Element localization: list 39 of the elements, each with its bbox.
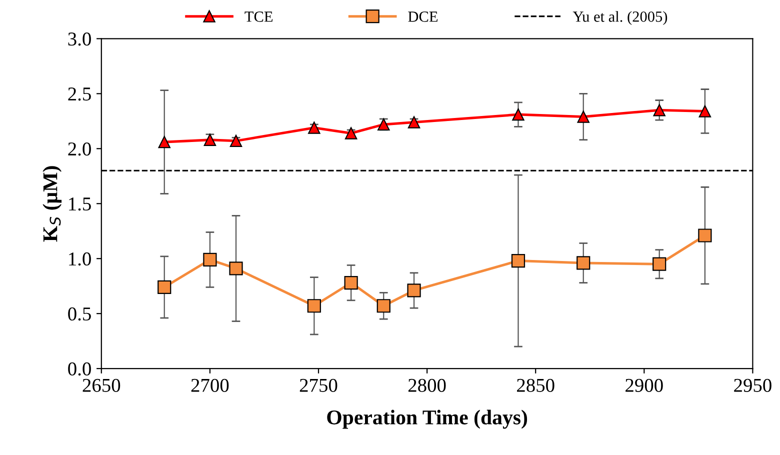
x-tick-label: 2650 [82,378,120,392]
x-tick-label: 2950 [734,378,772,392]
y-tick-label: 3.0 [68,32,91,46]
point [344,276,358,290]
y-tick-label: 1.0 [69,252,91,266]
point [229,262,243,276]
x-axis-title: Operation Time (days) [327,410,528,429]
point [230,134,242,148]
y-tick-label: 0.0 [68,362,91,376]
point [203,252,217,266]
point [652,257,666,271]
point [158,136,170,148]
point [376,299,390,313]
x-tick-label: 2750 [300,378,338,392]
legend-label: TCE [244,12,273,22]
x-tick-label: 2800 [408,378,446,392]
point [344,127,358,140]
point [511,254,526,268]
point [653,104,666,116]
point [408,116,420,128]
point [577,110,590,123]
point [512,108,524,121]
y-axis-title: K$_{S}$ (μM) [42,166,62,242]
point [698,105,712,118]
point [698,228,712,242]
y-tick-label: 2.0 [68,142,91,156]
x-tick-label: 2700 [191,378,229,392]
y-tick-label: 2.5 [68,88,91,101]
point [407,284,421,298]
x-tick-label: 2900 [626,378,663,392]
y-tick-label: 0.5 [68,307,91,321]
legend-label: DCE [408,12,438,22]
y-tick-label: 1.5 [69,198,91,211]
point [576,256,590,270]
point [158,280,172,294]
point [308,122,320,134]
x-tick-label: 2850 [517,378,554,392]
point [307,299,321,313]
legend-label: Yu et al. (2005) [572,11,668,25]
